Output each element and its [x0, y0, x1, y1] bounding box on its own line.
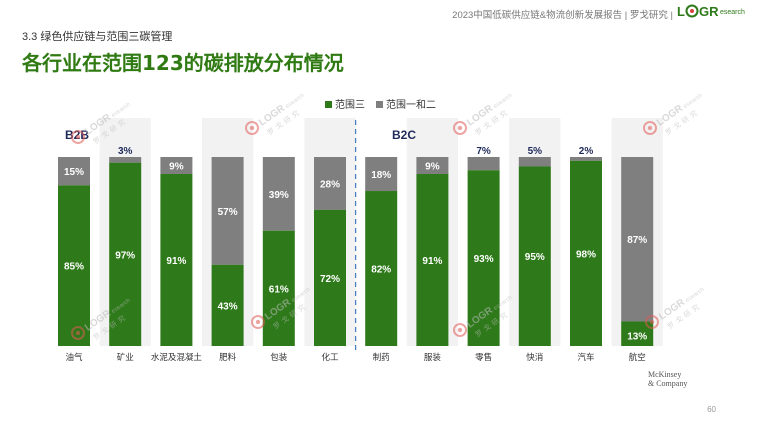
- bar-scope3: [160, 174, 193, 346]
- data-label-scope3: 91%: [422, 256, 442, 267]
- data-label-scope12: 87%: [627, 235, 647, 246]
- svg-text:esearch: esearch: [720, 9, 745, 16]
- data-label-scope3: 97%: [115, 250, 135, 261]
- bar-scope12: [314, 157, 346, 210]
- legend-label-scope12: 范围一和二: [386, 98, 436, 111]
- svg-text:esearch: esearch: [285, 93, 306, 110]
- report-header-title: 2023中国低碳供应链&物流创新发展报告 | 罗戈研究 |: [452, 10, 673, 21]
- bar-scope3: [109, 162, 142, 346]
- bar-scope3: [262, 230, 295, 346]
- data-label-scope3: 43%: [218, 301, 238, 312]
- category-label: 汽车: [577, 352, 594, 363]
- bar-scope3: [416, 174, 449, 346]
- data-label-scope3: 13%: [627, 332, 647, 343]
- data-label-scope12: 2%: [579, 146, 594, 157]
- bar-scope12: [416, 157, 449, 175]
- logr-logo: L GR esearch: [677, 4, 745, 19]
- svg-text:esearch: esearch: [683, 93, 704, 110]
- data-label-scope3: 85%: [64, 262, 84, 273]
- data-label-scope12: 15%: [64, 167, 84, 178]
- bar-scope3: [58, 185, 90, 346]
- legend-swatch-scope3: [325, 101, 332, 108]
- chart-title: 各行业在范围123的碳排放分布情况: [22, 51, 344, 75]
- data-label-scope3: 61%: [269, 284, 289, 295]
- data-label-scope3: 82%: [371, 265, 391, 276]
- category-label: 水泥及混凝土: [151, 352, 203, 363]
- category-label: 零售: [475, 352, 492, 363]
- data-label-scope12: 9%: [169, 162, 184, 173]
- bar-scope12: [570, 157, 602, 161]
- source-line-1: McKinsey: [648, 370, 682, 379]
- svg-text:esearch: esearch: [493, 93, 514, 110]
- bar-scope3: [211, 264, 244, 346]
- bar-scope3: [467, 170, 500, 346]
- svg-text:GR: GR: [699, 4, 719, 19]
- bar-scope12: [467, 157, 500, 171]
- bar-scope3: [365, 191, 398, 346]
- source-line-2: & Company: [648, 379, 688, 388]
- bar-scope3: [570, 160, 602, 346]
- category-label: 肥料: [219, 352, 237, 363]
- bar-scope12: [160, 157, 193, 175]
- svg-text:esearch: esearch: [685, 287, 706, 304]
- category-label: 制药: [373, 352, 390, 363]
- data-label-scope12: 28%: [320, 179, 340, 190]
- data-label-scope12: 5%: [528, 146, 543, 157]
- bar-scope12: [621, 157, 654, 322]
- bar-scope3: [518, 166, 551, 346]
- category-label: 化工: [321, 352, 339, 363]
- data-label-scope3: 72%: [320, 274, 340, 285]
- data-label-scope3: 93%: [474, 254, 494, 265]
- source-logo: McKinsey & Company: [648, 370, 687, 388]
- legend-label-scope3: 范围三: [335, 98, 365, 111]
- page-number: 60: [707, 405, 716, 414]
- group-label-b2c: B2C: [392, 128, 416, 142]
- data-label-scope12: 3%: [118, 146, 133, 157]
- bar-scope12: [365, 157, 398, 192]
- svg-text:esearch: esearch: [111, 102, 132, 119]
- svg-text:L: L: [677, 4, 685, 19]
- category-label: 航空: [629, 352, 646, 363]
- data-label-scope12: 9%: [425, 162, 440, 173]
- bar-scope12: [109, 157, 142, 163]
- category-label: 矿业: [117, 352, 134, 363]
- section-label: 3.3 绿色供应链与范围三碳管理: [22, 31, 173, 43]
- bar-scope12: [58, 157, 90, 186]
- data-label-scope3: 91%: [166, 256, 186, 267]
- category-label: 快消: [526, 352, 543, 363]
- category-label: 油气: [65, 352, 83, 363]
- data-label-scope12: 7%: [476, 146, 491, 157]
- data-label-scope12: 57%: [218, 207, 238, 218]
- bar-scope12: [262, 157, 295, 231]
- bar-scope3: [314, 209, 346, 346]
- bar-scope12: [211, 157, 244, 265]
- category-label: 服装: [424, 352, 442, 363]
- data-label-scope12: 39%: [269, 190, 289, 201]
- category-label: 包装: [270, 352, 288, 363]
- bar-scope12: [518, 157, 551, 167]
- data-label-scope3: 95%: [525, 252, 545, 263]
- data-label-scope3: 98%: [576, 249, 596, 260]
- data-label-scope12: 18%: [371, 170, 391, 181]
- legend-swatch-scope12: [376, 101, 383, 108]
